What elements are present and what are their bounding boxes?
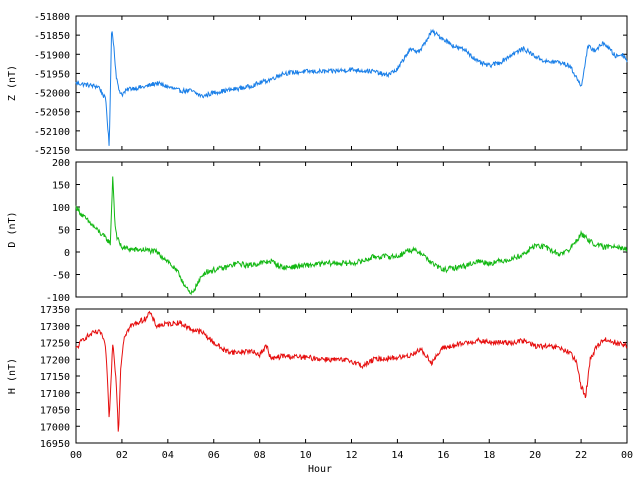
y-tick-label: 17300 — [40, 322, 70, 333]
series-line-2 — [75, 310, 628, 432]
x-tick-label: 10 — [300, 450, 312, 461]
series-line-0 — [75, 28, 628, 146]
y-tick-label: -50 — [52, 271, 70, 282]
y-tick-label: 17350 — [40, 305, 70, 316]
y-tick-label: -52100 — [34, 127, 70, 138]
plot-frame — [75, 161, 628, 298]
y-tick-label: 17000 — [40, 422, 70, 433]
y-tick-label: -100 — [46, 293, 70, 304]
y-tick-label: 200 — [52, 158, 70, 169]
y-axis-label: Z (nT) — [7, 65, 18, 101]
x-tick-label: 22 — [575, 450, 587, 461]
y-tick-label: 17050 — [40, 406, 70, 417]
y-tick-label: 16950 — [40, 439, 70, 450]
y-tick-label: -52150 — [34, 146, 70, 157]
y-tick-label: -51800 — [34, 12, 70, 23]
x-axis-label: Hour — [308, 464, 332, 475]
x-tick-label: 08 — [254, 450, 266, 461]
y-tick-label: 17250 — [40, 339, 70, 350]
y-tick-label: 17200 — [40, 355, 70, 366]
x-tick-label: 06 — [208, 450, 220, 461]
y-tick-label: -52050 — [34, 108, 70, 119]
panel-0: -51800 -51850 -51900 -51950 -52000 -52050 -521… — [7, 12, 628, 157]
x-tick-label: 12 — [345, 450, 357, 461]
y-tick-label: -51950 — [34, 69, 70, 80]
x-tick-label: 14 — [391, 450, 403, 461]
y-tick-label: 0 — [64, 248, 70, 259]
plot-frame — [75, 308, 628, 444]
x-tick-label: 16 — [437, 450, 449, 461]
x-axis: 00 02 04 06 08 10 12 14 16 18 20 22 00 — [70, 450, 633, 461]
x-tick-label: 04 — [162, 450, 174, 461]
x-tick-label: 02 — [116, 450, 128, 461]
y-tick-label: -51900 — [34, 50, 70, 61]
y-tick-label: -52000 — [34, 89, 70, 100]
panel-2: 17350 17300 17250 17200 17150 17100 17050 17000… — [7, 305, 628, 450]
y-axis-label: H (nT) — [7, 358, 18, 394]
chart-panels: -51800 -51850 -51900 -51950 -52000 -52050 -521… — [7, 12, 628, 450]
y-tick-label: 100 — [52, 203, 70, 214]
series-line-1 — [75, 176, 628, 296]
panel-1: 200 150 100 50 0 -50 -100 D (nT) — [7, 158, 628, 304]
y-tick-label: 50 — [58, 226, 70, 237]
y-tick-label: -51850 — [34, 31, 70, 42]
x-tick-label: 18 — [483, 450, 495, 461]
x-tick-label: 00 — [621, 450, 633, 461]
y-axis-label: D (nT) — [7, 211, 18, 247]
y-tick-label: 150 — [52, 181, 70, 192]
y-tick-label: 17100 — [40, 389, 70, 400]
y-tick-label: 17150 — [40, 372, 70, 383]
x-tick-label: 00 — [70, 450, 82, 461]
plot-frame — [75, 15, 628, 151]
x-tick-label: 20 — [529, 450, 541, 461]
